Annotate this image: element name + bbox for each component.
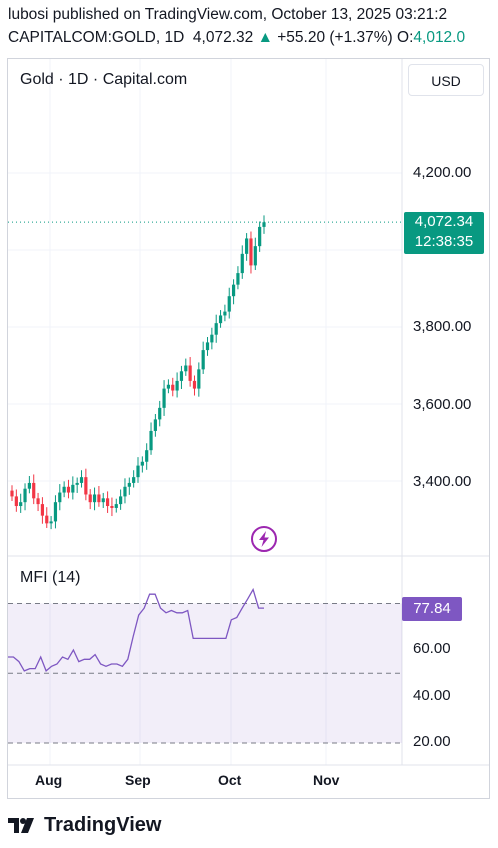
candle-body: [210, 334, 214, 343]
time-axis-label: Aug: [35, 772, 63, 788]
candle-body: [58, 492, 62, 503]
mfi-value-tag: 77.84: [402, 597, 462, 621]
price-axis-label: 3,400.00: [413, 473, 472, 490]
time-axis-label: Nov: [313, 772, 340, 788]
last-price: 4,072.32: [192, 29, 254, 46]
chart-title: Gold · 1D · Capital.com: [20, 71, 188, 88]
candle-body: [262, 222, 266, 227]
candle-body: [140, 461, 144, 466]
candle-body: [66, 486, 71, 493]
candle-body: [171, 384, 175, 391]
candle-body: [227, 296, 231, 312]
publish-info: lubosi published on TradingView.com, Oct…: [8, 6, 448, 23]
mfi-title[interactable]: MFI (14): [20, 569, 81, 586]
mfi-axis-label: 40.00: [413, 687, 451, 704]
candle-body: [127, 482, 131, 487]
candle-body: [36, 498, 40, 505]
mfi-axis-label: 60.00: [413, 640, 451, 657]
time-axis-label: Oct: [218, 772, 242, 788]
symbol[interactable]: CAPITALCOM:GOLD, 1D: [8, 29, 185, 46]
candle-body: [179, 371, 184, 381]
price-axis-label: 3,600.00: [413, 396, 472, 413]
open-label: O:: [397, 29, 414, 46]
candle-body: [188, 365, 192, 381]
price-axis-label: 4,200.00: [413, 164, 472, 181]
candle-body: [53, 502, 58, 522]
time-axis-label: Sep: [125, 772, 151, 788]
candle-body: [214, 323, 218, 335]
candle-body: [166, 384, 171, 389]
candle-body: [258, 226, 262, 247]
candle-body: [10, 490, 14, 497]
candle-body: [223, 311, 227, 316]
currency-button[interactable]: USD: [408, 64, 484, 96]
up-arrow-icon: ▲: [257, 29, 273, 46]
candle-body: [14, 496, 18, 507]
candle-body: [245, 238, 249, 254]
candle-body: [136, 465, 140, 478]
candle-body: [71, 484, 75, 493]
candle-body: [201, 350, 205, 370]
candle-body: [88, 494, 92, 503]
candle-body: [231, 284, 236, 297]
candle-body: [49, 521, 53, 524]
price-tag-value: 4,072.34: [414, 213, 474, 230]
candle-body: [132, 477, 136, 483]
candle-body: [153, 419, 157, 431]
candle-body: [253, 246, 257, 266]
lightning-icon[interactable]: [250, 525, 278, 553]
candle-body: [110, 506, 114, 508]
candle-body: [27, 482, 31, 489]
brand-name: TradingView: [44, 813, 162, 836]
mfi-line: [8, 587, 264, 672]
candle-body: [197, 369, 201, 389]
open-value: 4,012.0: [413, 29, 466, 46]
candle-body: [23, 488, 27, 503]
candle-body: [105, 498, 110, 507]
candle-body: [192, 380, 197, 389]
candle-body: [162, 388, 166, 408]
candle-body: [19, 502, 23, 507]
candle-body: [184, 365, 188, 372]
candle-body: [62, 486, 66, 493]
candle-body: [145, 450, 149, 462]
candle-body: [114, 504, 118, 508]
last-price-tag: 4,072.34 12:38:35: [404, 212, 484, 254]
mfi-axis-label: 20.00: [413, 733, 451, 750]
candle-body: [45, 515, 49, 524]
candle-body: [92, 494, 97, 503]
candle-body: [97, 494, 101, 503]
candle-body: [101, 498, 105, 503]
candle-body: [218, 315, 223, 324]
candle-body: [32, 482, 36, 499]
candle-body: [236, 273, 240, 285]
candle-body: [205, 342, 210, 351]
candle-body: [249, 238, 253, 266]
candle-body: [149, 430, 153, 451]
symbol-line: CAPITALCOM:GOLD, 1D 4,072.32 ▲ +55.20 (+…: [8, 29, 465, 47]
price-tag-countdown: 12:38:35: [414, 233, 474, 250]
candle-body: [240, 253, 244, 274]
candle-body: [84, 477, 88, 495]
candle-body: [119, 496, 123, 505]
candle-body: [75, 482, 79, 485]
candle-body: [123, 486, 127, 497]
price-axis-label: 3,800.00: [413, 318, 472, 335]
tradingview-logo[interactable]: TradingView: [8, 813, 161, 837]
chart-frame[interactable]: [7, 58, 490, 799]
candle-body: [158, 407, 162, 420]
candle-body: [175, 380, 179, 391]
candle-body: [40, 504, 45, 516]
price-change: +55.20 (+1.37%): [277, 29, 393, 46]
tradingview-logo-icon: [8, 818, 34, 833]
candle-body: [79, 477, 84, 483]
